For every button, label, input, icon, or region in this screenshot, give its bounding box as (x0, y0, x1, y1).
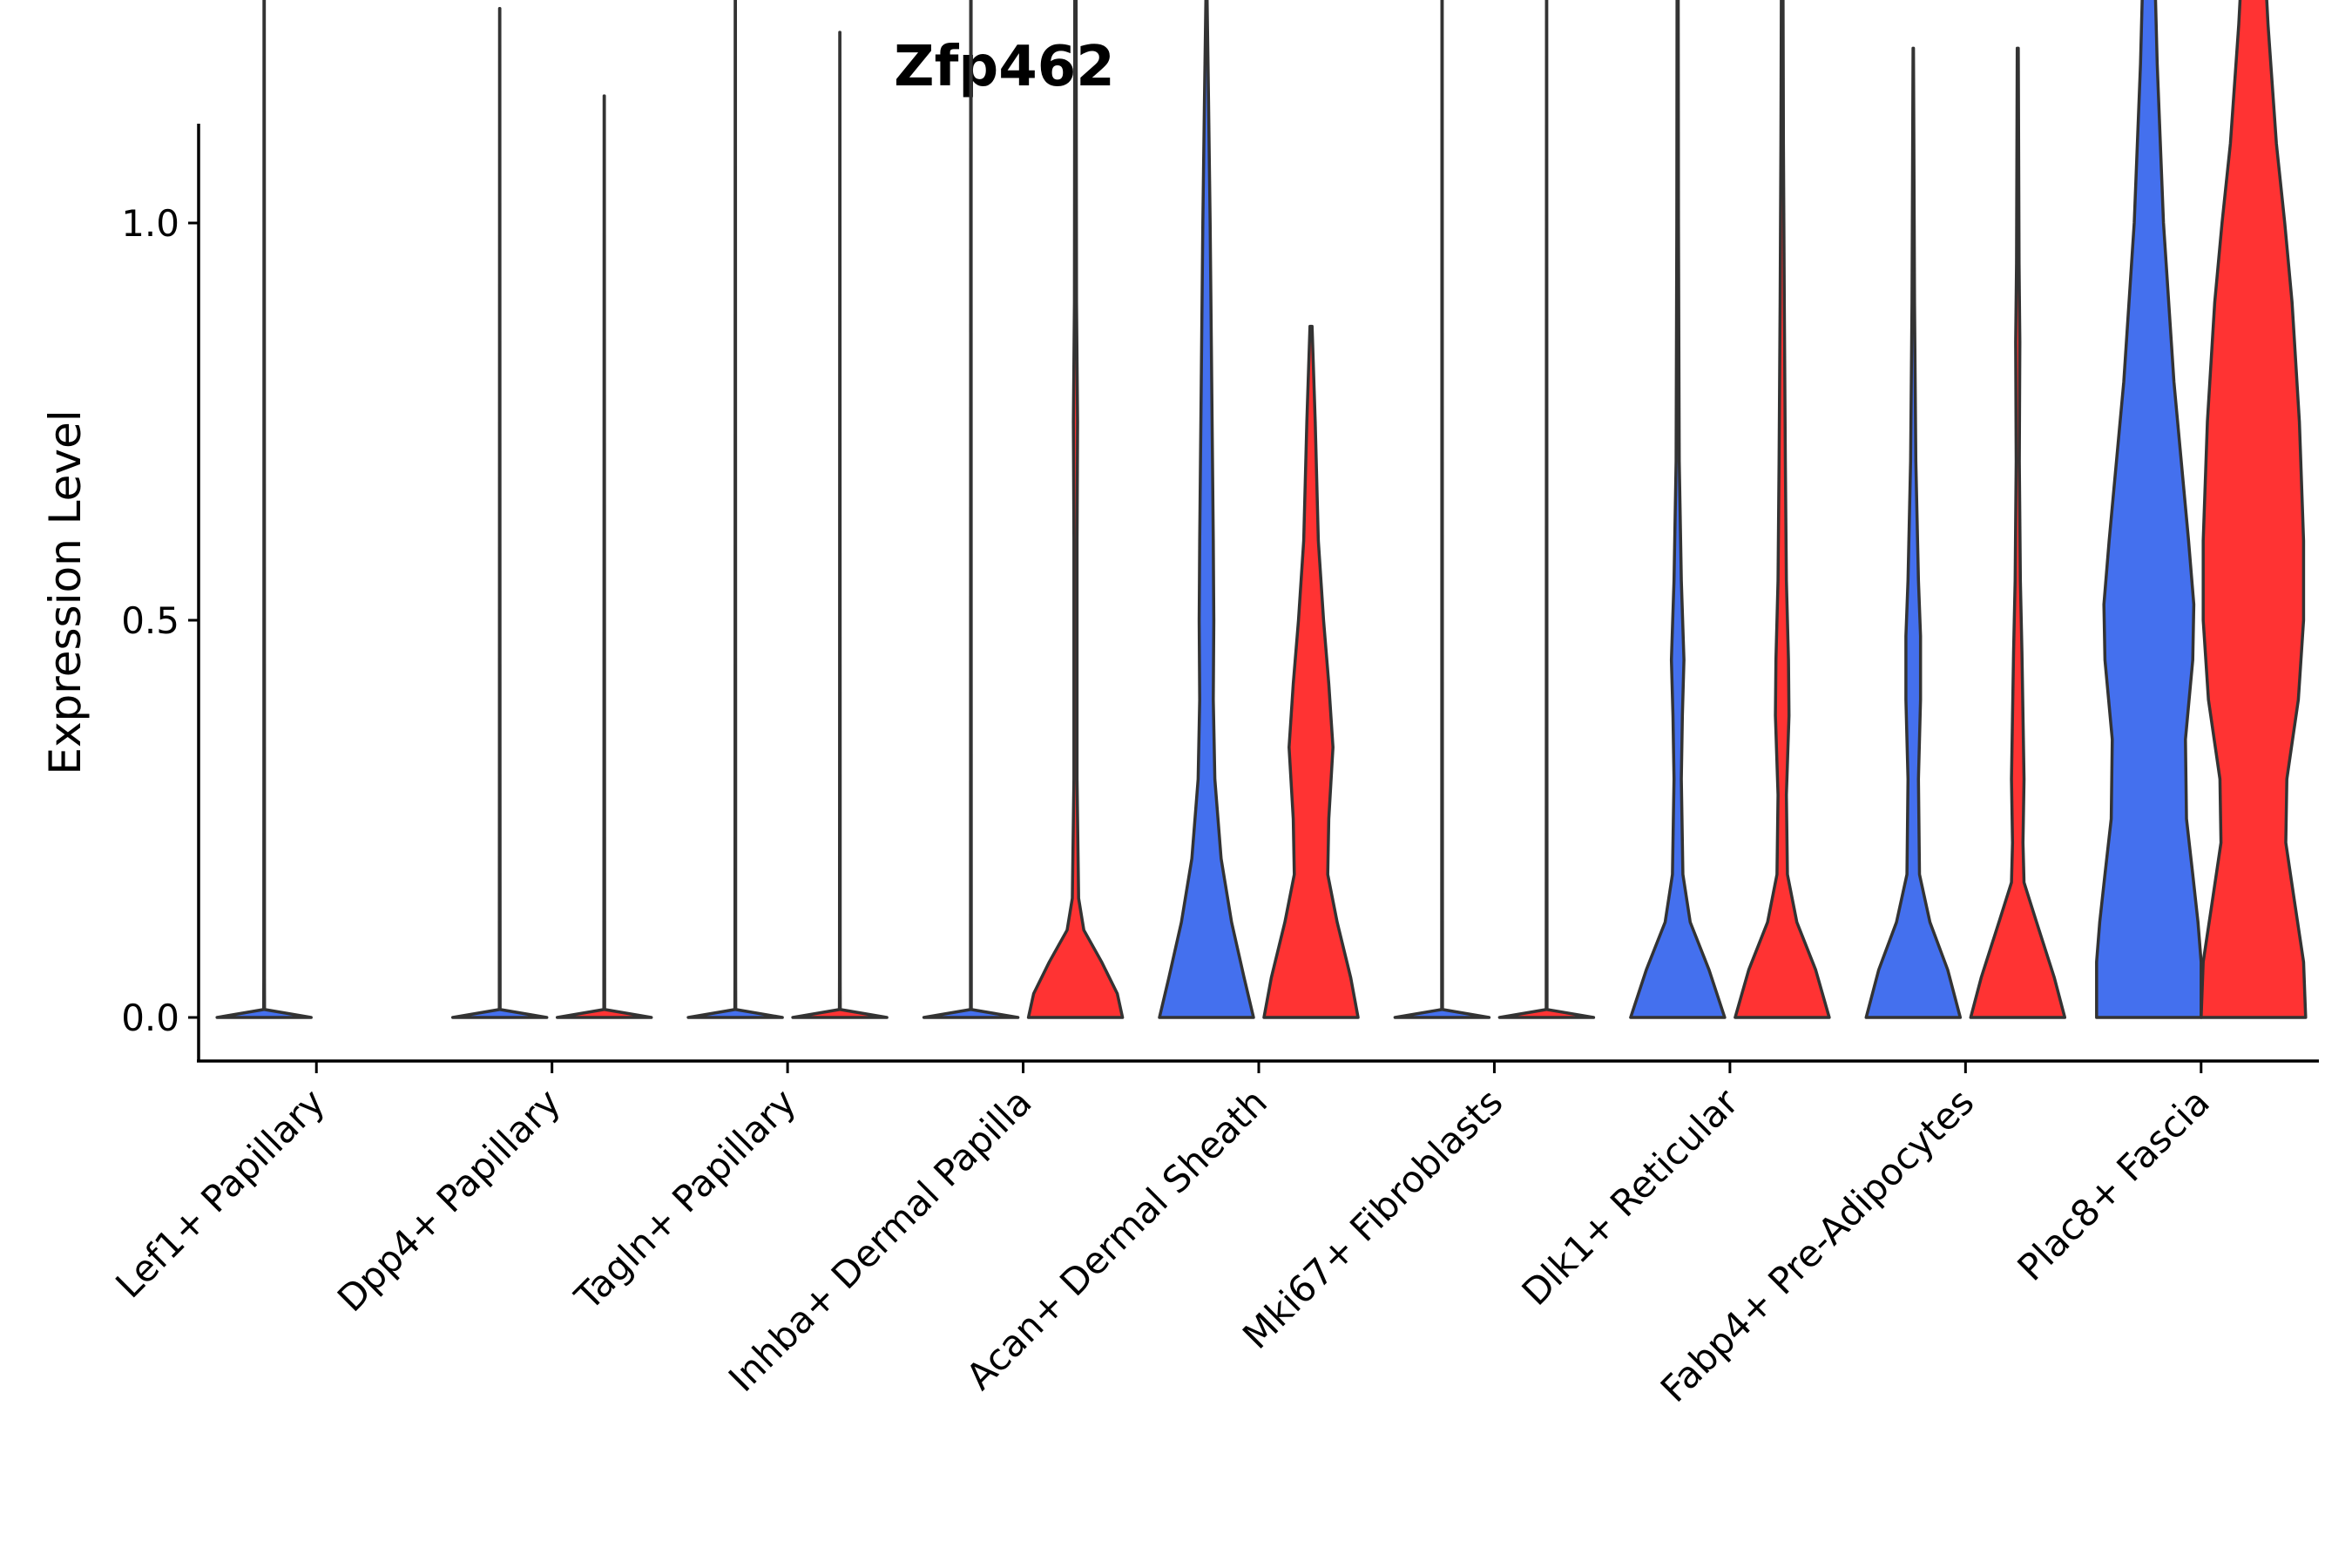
violin-blue (215, 0, 313, 1019)
violin-red (1026, 0, 1125, 1019)
y-tick-label: 1.0 (121, 202, 179, 245)
x-tick-label: Tagln+ Papillary (566, 1080, 804, 1318)
y-tick-label: 0.0 (121, 997, 179, 1039)
violin-red (791, 30, 889, 1019)
violin-red (1497, 0, 1596, 1019)
violin-red (1262, 324, 1360, 1019)
violin-blue (1629, 0, 1727, 1019)
violin-red (1734, 0, 1831, 1019)
violin-red (555, 94, 653, 1019)
violin-blue (686, 0, 784, 1019)
violin-blue (1864, 46, 1963, 1019)
violin-red (1969, 46, 2067, 1019)
x-tick-label: Lef1+ Papillary (107, 1080, 333, 1306)
violin-blue (922, 0, 1020, 1019)
y-ticks: 0.00.51.01.52.0 (121, 202, 199, 1039)
y-tick-label: 0.5 (121, 599, 179, 642)
x-tick-label: Plac8+ Fascia (2009, 1080, 2217, 1288)
y-axis-label: Expression Level (40, 409, 91, 774)
violin-blue (450, 7, 549, 1019)
violin-blue (1393, 0, 1491, 1019)
x-tick-label: Mki67+ Fibroblasts (1234, 1080, 1511, 1356)
violin-blue (1158, 0, 1255, 1019)
x-tick-label: Dpp4+ Papillary (329, 1080, 569, 1320)
violin-red (2200, 0, 2308, 1019)
x-tick-label: Dlk1+ Reticular (1513, 1080, 1747, 1314)
chart-title: Zfp462 (894, 35, 1115, 99)
violin-layer (215, 0, 2308, 1019)
violin-blue (2095, 0, 2203, 1019)
